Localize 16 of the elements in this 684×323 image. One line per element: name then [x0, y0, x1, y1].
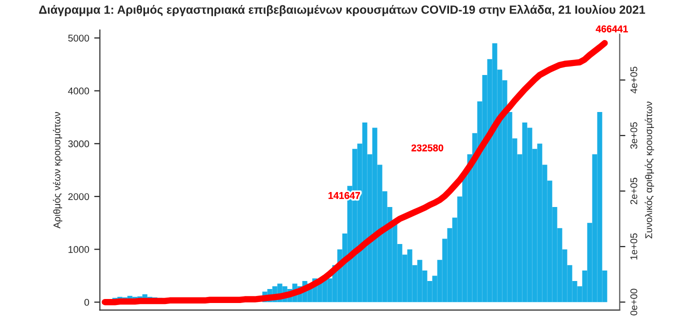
- y2-tick-label: 4e+05: [630, 66, 638, 94]
- y-tick-label: 3000: [68, 140, 90, 148]
- y2-axis-title: Συνολικός αριθμός κρουσμάτων: [644, 102, 654, 238]
- annotation: 466441: [596, 25, 628, 32]
- y-tick-label: 5000: [68, 34, 90, 42]
- y-tick-label: 4000: [68, 88, 90, 94]
- y-tick-label: 2000: [68, 193, 90, 200]
- y-tick-label: 0: [84, 298, 90, 306]
- y2-tick-label: 2e+05: [630, 178, 638, 204]
- y2-tick-label: 0e+00: [630, 288, 638, 316]
- chart-title: Διάγραμμα 1: Αριθμός εργαστηριακά επιβεβαιωμένων κρουσμάτων COVID-19 στην Ελλάδα, 21 Ιουλίου 2021: [39, 4, 646, 16]
- y-axis-title: Αριθμός νέων κρουσμάτων: [52, 112, 62, 228]
- y2-tick-label: 1e+05: [630, 233, 638, 260]
- annotation: 232580: [411, 144, 444, 152]
- y2-tick-label: 3e+05: [630, 122, 638, 149]
- y-tick-label: 1000: [68, 246, 90, 253]
